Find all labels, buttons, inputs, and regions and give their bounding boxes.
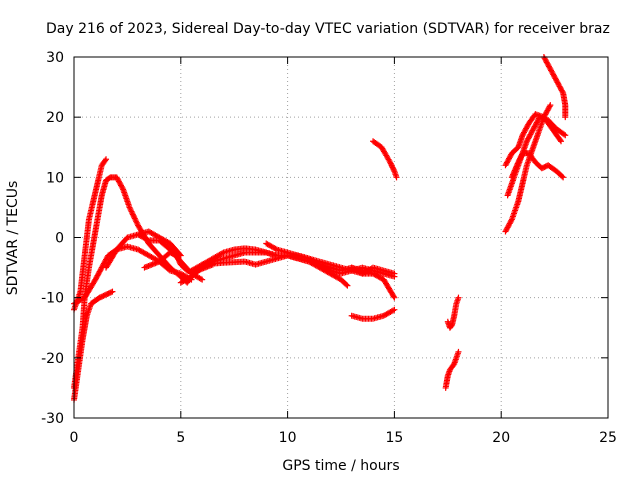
data-point	[144, 236, 151, 243]
data-point	[344, 282, 351, 289]
data-point	[108, 289, 115, 296]
data-point	[546, 103, 553, 110]
series-arc15	[444, 294, 462, 331]
y-tick-label: 20	[46, 110, 64, 126]
data-point	[176, 251, 183, 258]
data-point	[127, 205, 134, 212]
data-point	[127, 207, 134, 214]
data-point	[508, 217, 515, 224]
data-point	[131, 215, 138, 222]
data-point	[560, 174, 567, 181]
data-point	[129, 209, 136, 216]
data-point	[133, 218, 140, 225]
data-point	[391, 306, 398, 313]
series-arc11	[263, 240, 398, 277]
y-tick-label: 10	[46, 170, 64, 186]
y-tick-label: -30	[41, 411, 64, 427]
data-point	[391, 270, 398, 277]
data-point	[562, 132, 569, 139]
data-point	[391, 294, 398, 301]
data-point	[197, 275, 204, 282]
data-point	[390, 307, 397, 314]
x-axis-label: GPS time / hours	[282, 458, 399, 474]
data-point	[109, 288, 116, 295]
data-point	[199, 276, 206, 283]
data-point	[559, 88, 566, 95]
data-point	[126, 204, 133, 211]
data-point	[343, 281, 350, 288]
x-tick-label: 25	[599, 430, 617, 446]
data-point	[131, 214, 138, 221]
y-axis-label: SDTVAR / TECUs	[5, 181, 21, 296]
data-point	[177, 252, 184, 259]
data-point	[325, 266, 332, 273]
series-arc18	[504, 114, 569, 199]
data-point	[450, 362, 457, 369]
y-tick-label: -10	[41, 291, 64, 307]
axis-ticks	[73, 56, 609, 419]
data-point	[547, 102, 554, 109]
series-arc16	[442, 348, 462, 391]
series-arc7	[135, 228, 184, 259]
data-point	[103, 156, 110, 163]
series-arc19	[502, 111, 565, 169]
series-arc13	[348, 306, 398, 322]
tick-labels: 0 5 10 15 20 25 -30 -20 -10 0 10 20 30	[41, 50, 617, 446]
data-point	[455, 294, 462, 301]
data-point	[390, 293, 397, 300]
x-tick-label: 20	[492, 430, 510, 446]
grid	[74, 57, 608, 418]
data-point	[561, 131, 568, 138]
data-point	[562, 114, 569, 121]
series-arc2	[71, 288, 116, 403]
data-point	[557, 137, 564, 144]
series-arc12	[348, 264, 398, 301]
chart-title: Day 216 of 2023, Sidereal Day-to-day VTE…	[46, 21, 610, 37]
data-point	[393, 174, 400, 181]
data-point	[129, 211, 136, 218]
data-point	[130, 212, 137, 219]
data-point	[390, 167, 397, 174]
data-point	[102, 157, 109, 164]
data-point	[132, 216, 139, 223]
data-point	[558, 138, 565, 145]
series-arc14	[370, 138, 400, 181]
x-tick-label: 5	[176, 430, 185, 446]
data-point	[133, 219, 140, 226]
y-tick-label: 0	[55, 231, 64, 247]
data-point	[128, 208, 135, 215]
data-point	[559, 173, 566, 180]
data-point	[219, 250, 226, 257]
y-tick-label: 30	[46, 50, 64, 66]
y-tick-label: -20	[41, 351, 64, 367]
series-arc20	[508, 150, 567, 181]
data-points	[71, 54, 569, 403]
x-tick-label: 15	[385, 430, 403, 446]
data-point	[272, 245, 279, 252]
data-point	[119, 185, 126, 192]
data-point	[386, 157, 393, 164]
x-tick-label: 0	[70, 430, 79, 446]
data-point	[455, 348, 462, 355]
x-tick-label: 10	[279, 430, 297, 446]
